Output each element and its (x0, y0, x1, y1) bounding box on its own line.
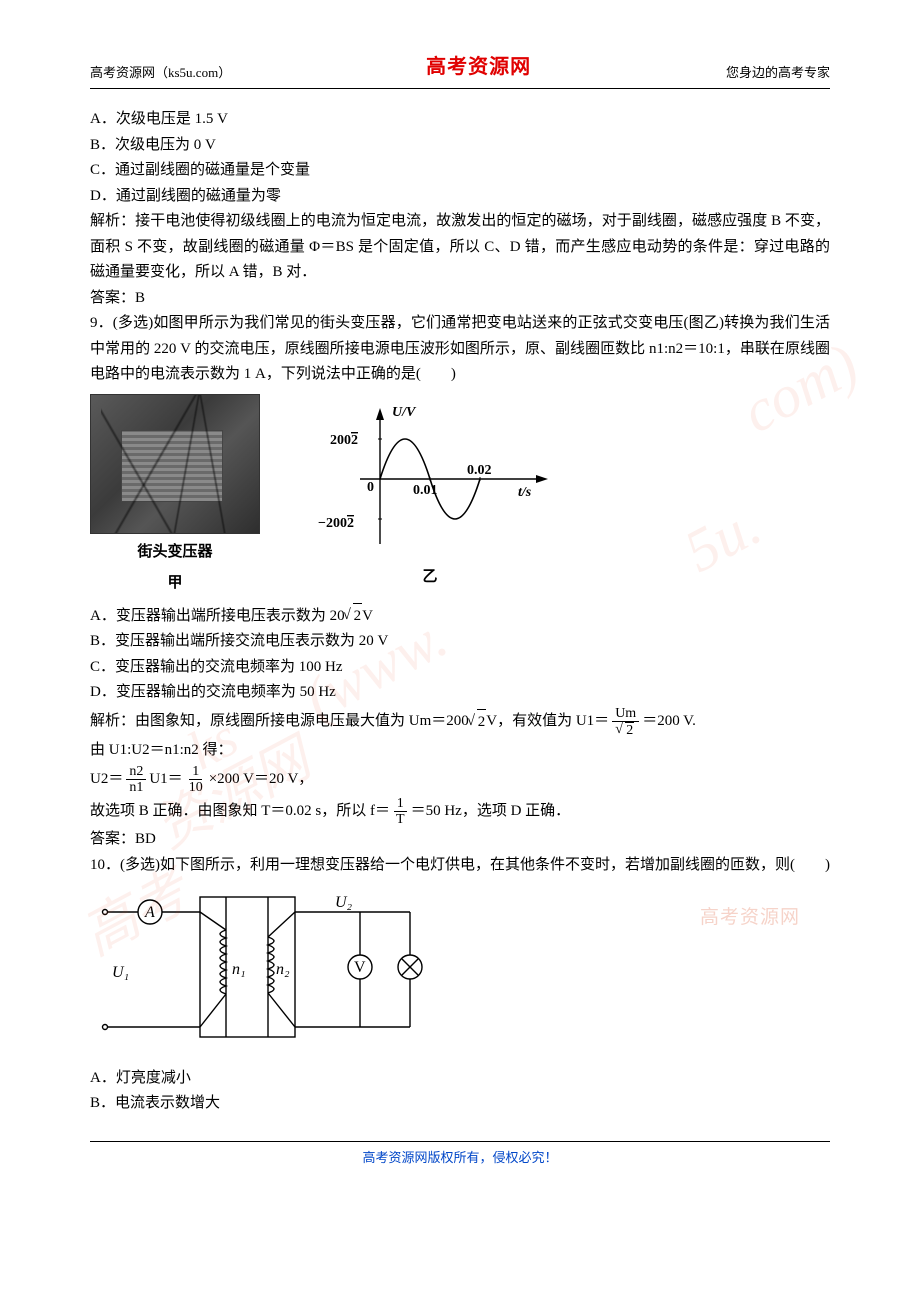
q8-option-b: B．次级电压为 0 V (90, 133, 830, 159)
sub-caption-b: 乙 (422, 565, 437, 591)
q9-fig-b: U/V t/s 2002 0 −2002 0.01 0.02 乙 (300, 394, 560, 591)
y-min-label: −2002 (318, 516, 354, 531)
q9-option-a: A．变压器输出端所接电压表示数为 202V (90, 603, 830, 630)
q9-analysis-2: 由 U1:U2＝n1:n2 得： (90, 738, 830, 764)
x-tick-2: 0.02 (467, 463, 492, 478)
q8-analysis: 解析：接干电池使得初级线圈上的电流为恒定电流，故激发出的恒定的磁场，对于副线圈，… (90, 209, 830, 286)
q9-analysis-3: U2＝ n2n1 U1＝ 110 ×200 V＝20 V， (90, 764, 830, 796)
q9-figures: 街头变压器 甲 U/V t/s 2002 0 −2002 (90, 394, 830, 597)
sine-chart: U/V t/s 2002 0 −2002 0.01 0.02 (300, 394, 560, 559)
voltmeter-label: V (354, 959, 366, 976)
sub-caption-a: 甲 (167, 571, 182, 597)
q8-option-d: D．通过副线圈的磁通量为零 (90, 184, 830, 210)
watermark-small: 高考资源网 (700, 902, 800, 934)
header-right: 您身边的高考专家 (726, 62, 830, 84)
x-axis-label: t/s (518, 485, 532, 500)
x-tick-1: 0.01 (413, 483, 438, 498)
page-body: com) 5u. (www. 资源网 ks 高考 高考资源网 A．次级电压是 1… (90, 107, 830, 1117)
q9-answer: 答案：BD (90, 827, 830, 853)
q9-fig-a: 街头变压器 甲 (90, 394, 260, 597)
q10-option-b: B．电流表示数增大 (90, 1091, 830, 1117)
u2-label: U₂ (335, 894, 353, 911)
q9-option-b: B．变压器输出端所接交流电压表示数为 20 V (90, 629, 830, 655)
y-zero-label: 0 (367, 480, 374, 495)
q9-option-d: D．变压器输出的交流电频率为 50 Hz (90, 680, 830, 706)
q10-stem: 10．(多选)如下图所示，利用一理想变压器给一个电灯供电，在其他条件不变时，若增… (90, 853, 830, 879)
header-logo: 高考资源网 (426, 50, 531, 84)
q8-answer: 答案：B (90, 286, 830, 312)
q10-option-a: A．灯亮度减小 (90, 1066, 830, 1092)
photo-caption: 街头变压器 (137, 540, 212, 566)
page-header: 高考资源网（ks5u.com） 高考资源网 您身边的高考专家 (90, 50, 830, 89)
header-left: 高考资源网（ks5u.com） (90, 62, 231, 84)
q9-analysis-1: 解析：由图象知，原线圈所接电源电压最大值为 Um＝2002 V，有效值为 U1＝… (90, 706, 830, 739)
q8-option-c: C．通过副线圈的磁通量是个变量 (90, 158, 830, 184)
ammeter-label: A (144, 904, 155, 921)
q9-option-c: C．变压器输出的交流电频率为 100 Hz (90, 655, 830, 681)
n2-label: n₂ (276, 961, 290, 978)
q8-option-a: A．次级电压是 1.5 V (90, 107, 830, 133)
n1-label: n₁ (232, 961, 246, 978)
y-axis-label: U/V (392, 405, 417, 420)
u1-label: U₁ (112, 964, 129, 981)
q9-analysis-4: 故选项 B 正确．由图象知 T＝0.02 s，所以 f＝ 1T ＝50 Hz，选… (90, 796, 830, 828)
q10-circuit: A U₁ n₁ n₂ U₂ V (90, 882, 430, 1052)
transformer-photo (90, 394, 260, 534)
page-footer: 高考资源网版权所有，侵权必究！ (90, 1141, 830, 1169)
y-max-label: 2002 (330, 433, 358, 448)
q9-stem: 9．(多选)如图甲所示为我们常见的街头变压器，它们通常把变电站送来的正弦式交变电… (90, 311, 830, 388)
